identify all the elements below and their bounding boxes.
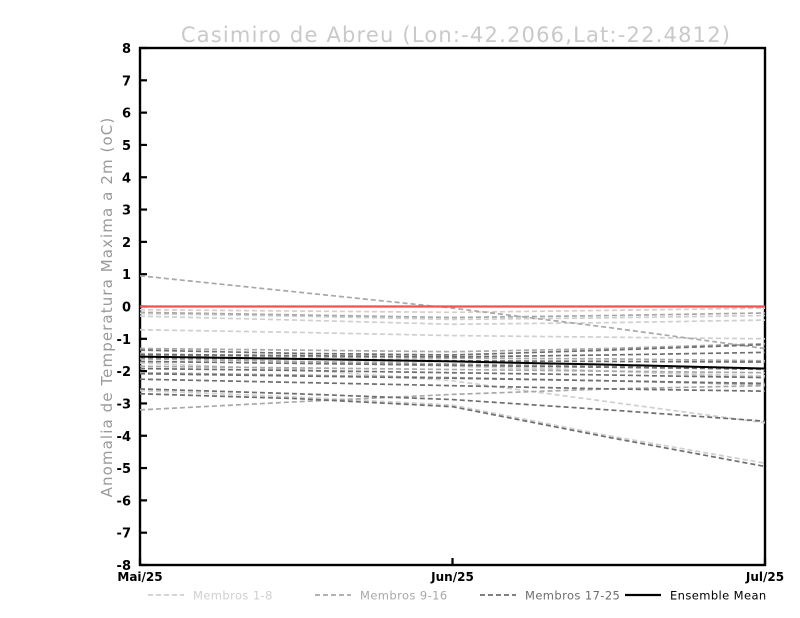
legend-label: Ensemble Mean [670,589,767,603]
ensemble-mean-line [139,355,766,370]
page-title: Casimiro de Abreu (Lon:-42.2066,Lat:-22.… [181,23,731,47]
legend-label: Membros 17-25 [525,589,620,603]
member-line [139,367,766,379]
member-line [139,307,766,314]
member-line [139,388,766,423]
member-line [139,389,766,465]
y-tick-label: 2 [122,236,131,251]
y-tick-label: -2 [117,365,131,380]
y-tick-label: -8 [117,559,131,574]
member-line [139,315,766,326]
chart-title-group: Casimiro de Abreu (Lon:-42.2066,Lat:-22.… [181,23,731,47]
y-tick-label: 5 [122,139,131,154]
y-tick-label: -1 [117,333,131,348]
x-axis-ticks: Mai/25 Jun/25 Jul/25 [117,558,784,584]
legend-label: Membros 9-16 [360,589,448,603]
member-line [139,392,766,468]
member-line [139,312,766,321]
y-axis-label-group: Anomalia de Temperatura Maxima a 2m (oC) [98,117,116,498]
legend-label: Membros 1-8 [193,589,273,603]
y-tick-label: 0 [122,301,131,316]
y-tick-label: 4 [122,171,131,186]
y-tick-label: -3 [117,397,131,412]
member-line [139,354,766,362]
y-tick-label: -5 [117,462,131,477]
member-line [139,311,766,319]
member-line [139,343,766,356]
y-tick-label: -4 [117,430,131,445]
y-tick-label: 6 [122,107,131,122]
member-line [139,384,766,411]
y-tick-label: -6 [117,494,131,509]
y-tick-label: 7 [122,74,131,89]
member-line [139,351,766,358]
chart-legend: Membros 1-8 Membros 9-16 Membros 17-25 Ense… [148,589,767,603]
y-tick-label: 8 [122,42,131,57]
member-line [139,328,766,340]
x-tick-label: Mai/25 [117,570,162,584]
y-axis-label: Anomalia de Temperatura Maxima a 2m (oC) [98,117,116,498]
y-tick-label: -7 [117,527,131,542]
y-axis-ticks: 8 7 6 5 4 3 2 1 0 -1 -2 -3 -4 -5 -6 -7 -8 [117,42,147,574]
y-tick-label: 1 [122,268,131,283]
data-series-group [139,274,766,468]
member-line [139,365,766,374]
y-tick-label: 3 [122,204,131,219]
member-line [139,342,766,353]
member-line [139,274,766,350]
member-line [139,372,766,385]
x-tick-label: Jul/25 [745,570,784,584]
member-line [139,360,766,371]
x-tick-label: Jun/25 [430,570,474,584]
member-line [139,378,766,393]
